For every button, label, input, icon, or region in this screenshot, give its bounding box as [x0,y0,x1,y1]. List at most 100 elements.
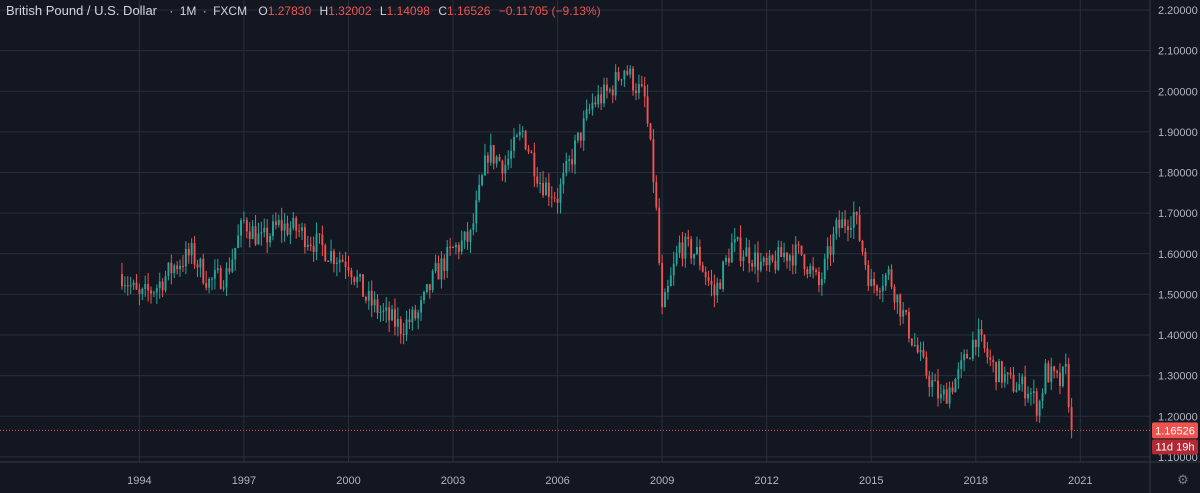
candle-body [908,312,910,339]
candle-body [283,223,286,231]
candle-body [539,183,542,185]
candle-body [173,265,176,274]
candle-body [1021,376,1024,385]
candle-body [562,172,565,185]
candle-body [765,257,768,266]
candle-body [486,155,489,163]
candle-body [646,96,649,124]
candle-body [989,357,992,360]
candle-body [797,244,800,246]
candle-body [1064,363,1067,367]
candle-body [588,109,591,111]
candle-body [855,211,858,216]
candle-body [510,150,513,159]
symbol-title[interactable]: British Pound / U.S. Dollar [6,3,158,18]
candle-body [408,319,411,323]
y-tick-label: 2.00000 [1158,86,1198,98]
candle-body [420,300,423,313]
candle-body [1056,371,1059,373]
candle-body [463,231,466,241]
candle-body [321,234,324,246]
candle-body [957,369,960,379]
candle-body [1012,374,1015,392]
candle-body [144,284,147,289]
candle-body [762,257,765,262]
candle-body [248,231,251,239]
interval-label[interactable]: 1M [179,4,197,18]
candle-body [481,175,484,185]
candle-body [876,285,878,292]
candle-body [643,85,646,97]
candle-body [716,282,719,296]
candle-body [945,389,948,404]
candle-body [806,269,809,274]
candle-body [817,272,820,286]
candle-body [350,270,353,278]
candle-body [545,182,547,196]
candle-body [1047,363,1050,383]
candle-body [640,84,643,86]
candle-body [542,183,545,196]
candle-body [396,319,399,327]
candle-body [847,226,849,230]
candle-body [652,139,655,182]
candle-body [681,242,684,259]
candle-body [237,235,240,248]
candle-body [754,252,757,267]
candle-body [710,280,713,285]
candle-body [121,274,123,287]
candle-body [222,287,225,289]
x-tick-label: 2003 [441,475,465,487]
candle-body [341,259,344,262]
candle-body [635,90,637,94]
candle-body [382,310,385,313]
candle-body [193,243,196,265]
candle-body [132,282,135,286]
candle-body [446,246,449,271]
candle-body [324,245,327,261]
candle-body [632,68,635,91]
candle-body [809,266,812,274]
candle-body [1035,391,1038,416]
candle-body [693,254,696,259]
candle-body [603,84,605,104]
candle-body [1027,393,1029,399]
candle-body [335,262,338,265]
candle-body [655,181,658,208]
candle-body [550,196,553,198]
candle-body [896,294,899,303]
candle-body [849,227,852,230]
candle-body [347,267,350,271]
y-tick-label: 2.20000 [1158,5,1198,17]
candle-body [362,274,364,297]
candle-body [841,219,844,229]
candle-body [187,248,190,256]
candle-body [452,247,454,249]
candle-body [696,246,698,255]
candle-body [757,252,759,271]
candle-body [605,84,608,91]
y-tick-label: 1.90000 [1158,127,1198,139]
candle-body [533,152,536,177]
candle-body [513,136,515,151]
candle-body [315,233,318,252]
candle-body [1044,363,1047,394]
candle-body [998,361,1000,383]
candle-body [742,256,745,261]
candle-body [913,344,916,346]
candle-body [359,274,362,277]
candle-body [701,265,704,272]
candle-body [257,233,260,245]
candle-body [771,255,774,261]
candle-body [269,235,272,243]
gear-icon[interactable]: ⚙ [1177,472,1189,487]
candle-body [242,219,245,221]
candle-body [147,284,150,291]
countdown-tag [1152,439,1198,455]
candle-body [202,258,205,284]
candle-body [469,230,472,242]
candle-body [684,236,687,259]
candle-body [687,236,690,240]
